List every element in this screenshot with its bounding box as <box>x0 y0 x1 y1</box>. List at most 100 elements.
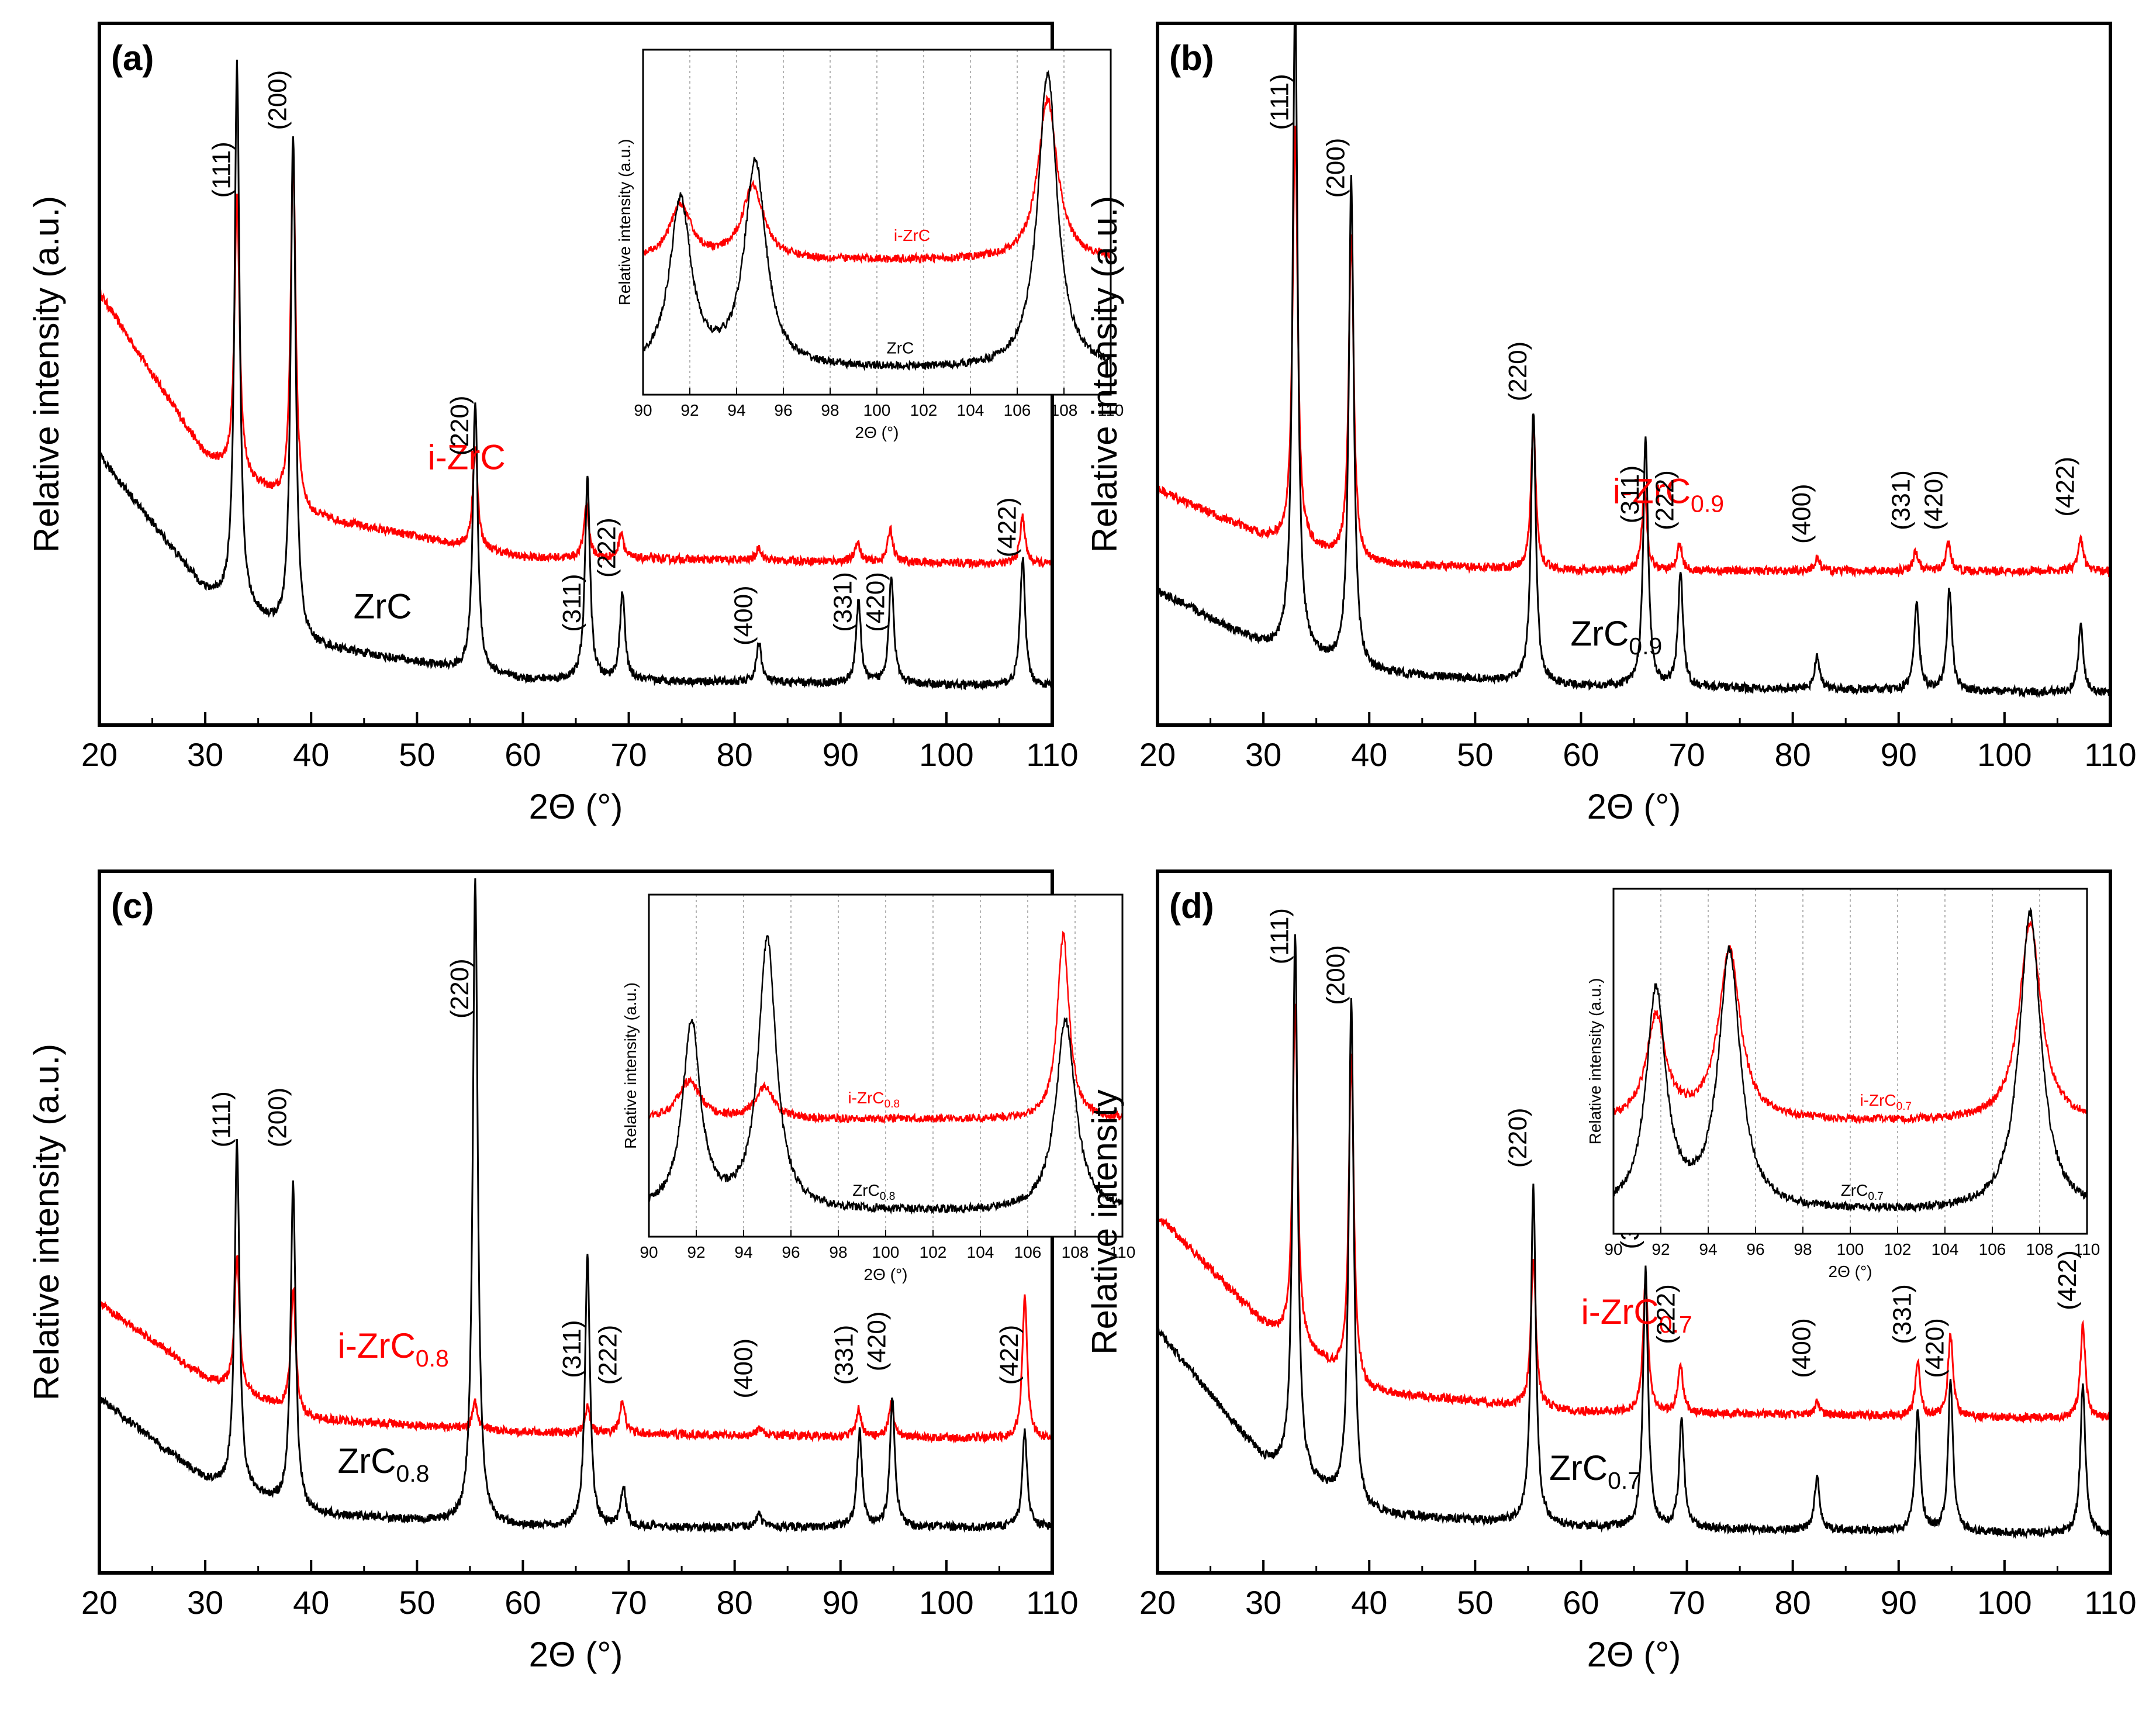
x-tick-label: 30 <box>187 1584 223 1621</box>
hkl-label: (420) <box>862 572 890 632</box>
x-tick-label: 20 <box>1139 736 1176 773</box>
inset-x-tick-label: 96 <box>774 401 792 419</box>
x-tick-label: 30 <box>187 736 223 773</box>
panel-d: i-ZrC0.7ZrC0.7(111)(200)(220)(311)(222)(… <box>1085 869 2137 1674</box>
inset-series-line-zrc <box>643 70 1111 372</box>
hkl-label: (111) <box>1265 908 1294 964</box>
inset-x-axis-title: 2Θ (°) <box>1829 1262 1872 1281</box>
inset-x-tick-label: 106 <box>1014 1243 1042 1261</box>
inset-x-tick-label: 90 <box>1604 1240 1622 1258</box>
series-zrc-label: ZrC0.9 <box>1570 614 1662 660</box>
inset-x-tick-label: 110 <box>1098 401 1124 419</box>
x-tick-label: 50 <box>399 1584 435 1621</box>
hkl-label: (420) <box>863 1311 892 1371</box>
inset-x-tick-label: 100 <box>863 401 891 419</box>
inset-x-tick-label: 106 <box>1979 1240 2006 1258</box>
inset-x-tick-label: 98 <box>821 401 839 419</box>
x-tick-label: 60 <box>1563 736 1599 773</box>
hkl-label: (220) <box>445 958 474 1019</box>
hkl-label: (200) <box>1321 138 1350 198</box>
x-tick-label: 90 <box>823 736 859 773</box>
x-tick-label: 40 <box>293 736 329 773</box>
inset-x-tick-label: 102 <box>920 1243 947 1261</box>
x-tick-label: 40 <box>1351 736 1387 773</box>
series-line-i-zrc <box>1158 1003 2110 1424</box>
panel-label: (b) <box>1169 39 1214 78</box>
x-tick-label: 110 <box>1026 736 1078 773</box>
y-axis-title: Relative intensity (a.u.) <box>27 196 66 553</box>
inset-x-tick-label: 108 <box>2026 1240 2054 1258</box>
hkl-label: (200) <box>263 1088 292 1148</box>
x-tick-label: 30 <box>1245 1584 1281 1621</box>
hkl-label: (111) <box>207 142 236 198</box>
inset-x-tick-label: 108 <box>1051 401 1078 419</box>
x-axis-title: 2Θ (°) <box>1587 787 1681 826</box>
inset-x-tick-label: 94 <box>1699 1240 1717 1258</box>
inset-series-line-zrc <box>1613 906 2087 1213</box>
inset-x-tick-label: 100 <box>1837 1240 1864 1258</box>
series-i-zrc-label: i-ZrC0.7 <box>1581 1292 1692 1338</box>
hkl-label: (200) <box>263 70 292 130</box>
hkl-label: (400) <box>729 1338 758 1399</box>
x-tick-label: 50 <box>1457 736 1493 773</box>
inset-series-line-zrc <box>649 935 1122 1215</box>
hkl-label: (222) <box>1651 470 1680 530</box>
series-zrc-label: ZrC <box>354 587 412 626</box>
inset-x-tick-label: 104 <box>1932 1240 1959 1258</box>
x-tick-label: 80 <box>1775 736 1811 773</box>
series-i-zrc-label: i-ZrC0.9 <box>1613 471 1724 517</box>
series-i-zrc-label: i-ZrC <box>427 437 505 477</box>
series-i-zrc-label-sub: 0.9 <box>1691 490 1724 517</box>
hkl-label: (220) <box>1504 341 1532 402</box>
series-zrc-label-sub: 0.8 <box>396 1460 429 1487</box>
x-tick-label: 90 <box>1881 1584 1917 1621</box>
x-tick-label: 110 <box>2084 736 2136 773</box>
inset-background <box>643 50 1111 395</box>
y-axis-title: Relative intensity (a.u.) <box>27 1044 66 1400</box>
inset-x-axis-title: 2Θ (°) <box>855 423 899 441</box>
inset-series-line-i-zrc <box>643 94 1111 264</box>
inset-series-zrc-label: ZrC <box>887 339 914 357</box>
hkl-label: (422) <box>995 1325 1024 1385</box>
x-tick-label: 50 <box>399 736 435 773</box>
hkl-label: (420) <box>1921 1318 1950 1378</box>
panel-a: i-ZrC ZrC (111) (200) (220) (311)(222) (400) (3… <box>27 22 1124 826</box>
inset-series-line-i-zrc <box>649 930 1122 1124</box>
hkl-label: (331) <box>830 1325 858 1385</box>
hkl-label: (422) <box>2053 1250 2082 1310</box>
series-i-zrc-label-sub: 0.8 <box>416 1345 449 1372</box>
inset-series-i-zrc-label-sub: 0.7 <box>1896 1100 1912 1113</box>
series-i-zrc-label-main: i-ZrC <box>1613 471 1691 510</box>
series-line-zrc <box>1158 934 2110 1540</box>
inset-series-zrc-label-main: ZrC <box>1841 1181 1868 1199</box>
panel-label: (d) <box>1169 886 1214 926</box>
y-axis-title: Relative intensity (a.u.) <box>1085 196 1124 553</box>
inset-plot: i-ZrC ZrC 90 92 94 96 98 100 102 104 106 108 110 2Θ (… <box>616 49 1124 441</box>
x-tick-label: 100 <box>1977 1584 2031 1621</box>
inset-x-axis-title: 2Θ (°) <box>864 1265 908 1283</box>
series-zrc-label-main: ZrC <box>1549 1448 1608 1488</box>
x-tick-label: 100 <box>1977 736 2031 773</box>
x-tick-label: 60 <box>505 1584 541 1621</box>
x-tick-label: 20 <box>1139 1584 1176 1621</box>
inset-x-tick-label: 94 <box>727 401 745 419</box>
x-tick-label: 100 <box>919 1584 973 1621</box>
x-tick-label: 30 <box>1245 736 1281 773</box>
y-axis-title: Relative intensity <box>1085 1089 1124 1355</box>
x-tick-label: 90 <box>1881 736 1917 773</box>
x-tick-label: 70 <box>1668 736 1705 773</box>
x-tick-label: 60 <box>1563 1584 1599 1621</box>
hkl-label: (331) <box>1887 470 1916 530</box>
hkl-label: (220) <box>1504 1107 1532 1168</box>
inset-x-tick-label: 104 <box>967 1243 994 1261</box>
panel-label: (c) <box>111 886 154 926</box>
inset-series-zrc-label-main: ZrC <box>887 339 914 357</box>
inset-x-tick-label: 92 <box>680 401 699 419</box>
inset-x-tick-label: 98 <box>1794 1240 1812 1258</box>
hkl-label: (220) <box>445 395 474 456</box>
hkl-label: (311) <box>558 1320 586 1378</box>
inset-series-zrc-label-sub: 0.8 <box>880 1191 895 1203</box>
